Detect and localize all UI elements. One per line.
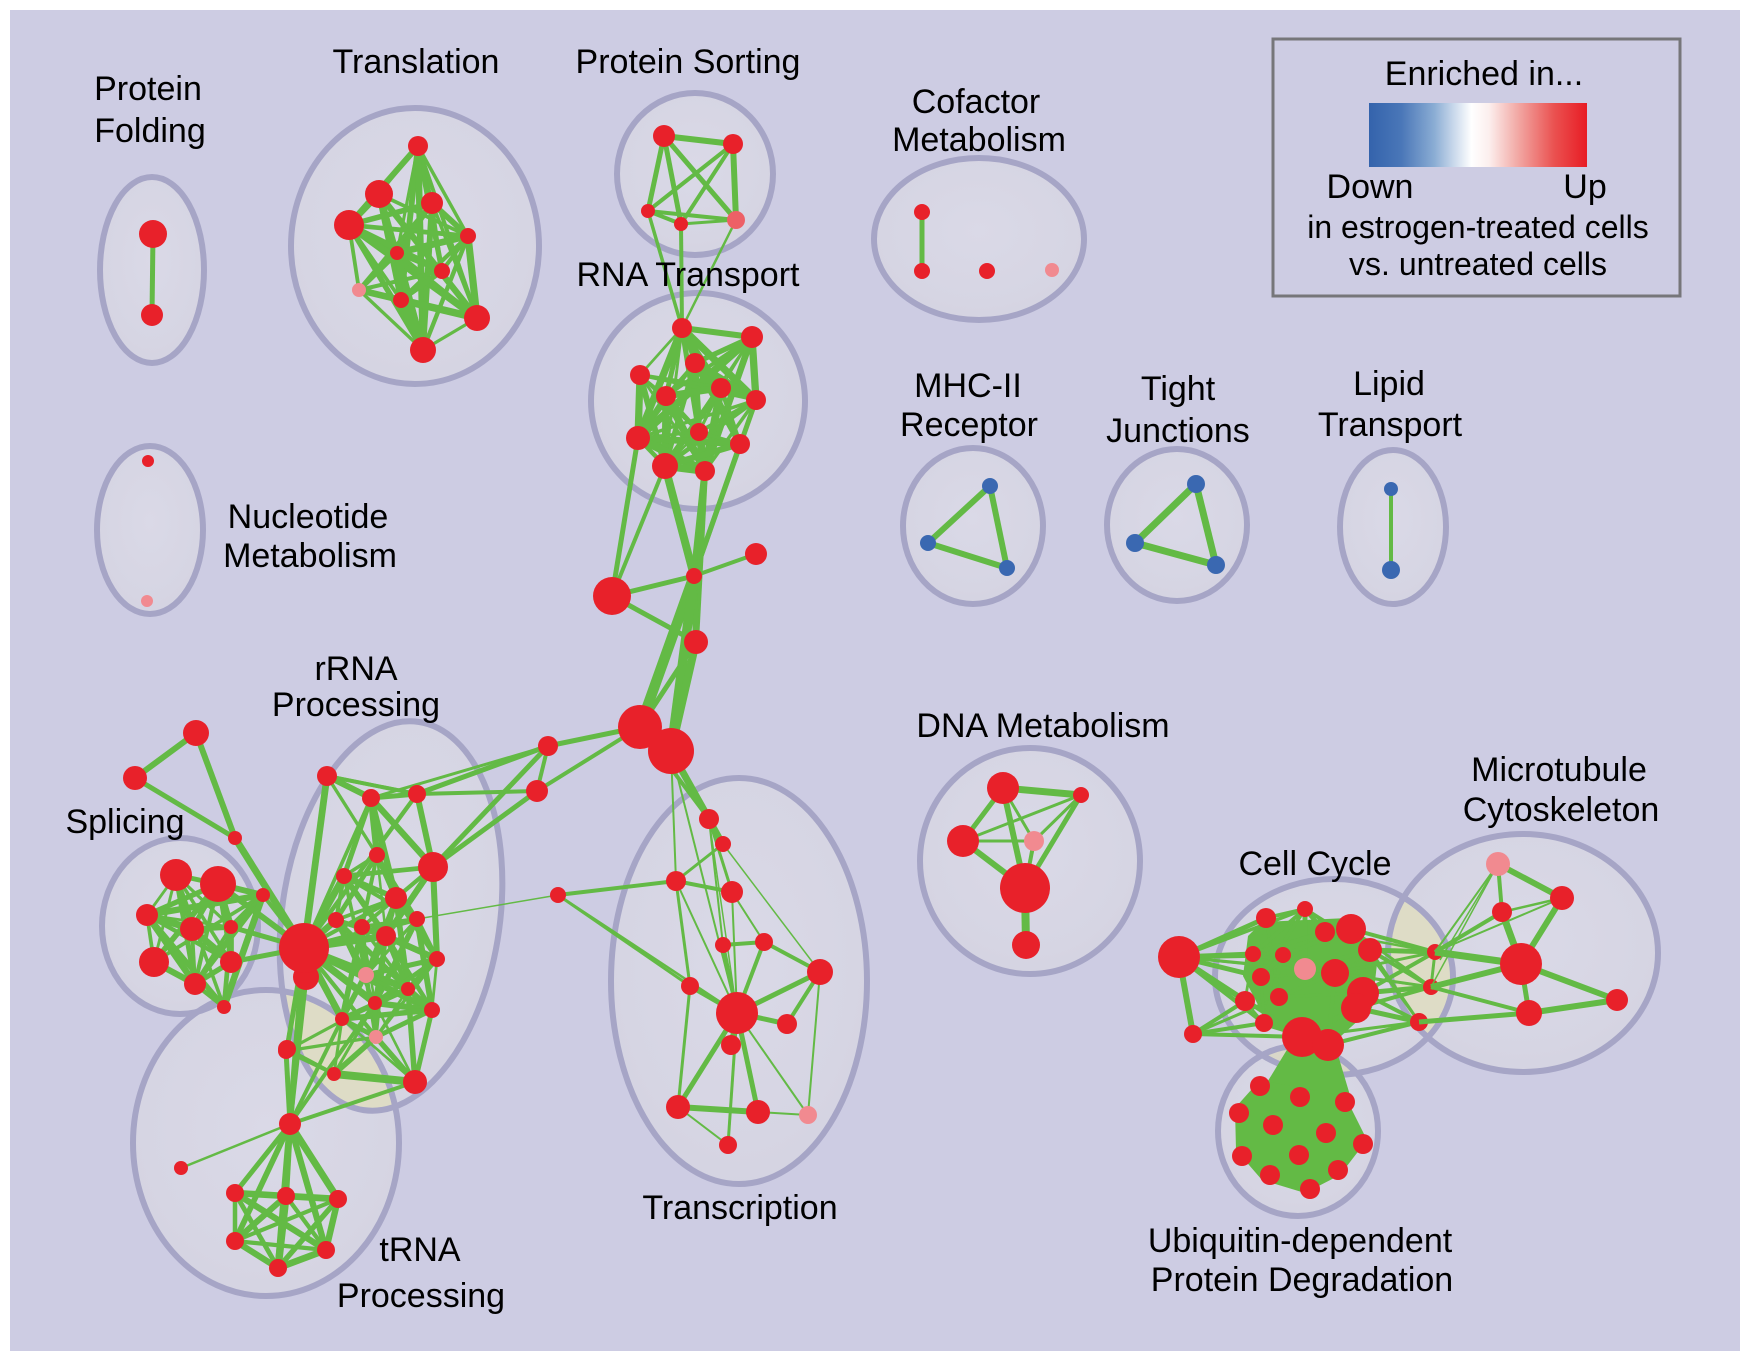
svg-text:Protein Degradation: Protein Degradation <box>1151 1261 1453 1299</box>
svg-text:Ubiquitin-dependent: Ubiquitin-dependent <box>1148 1222 1453 1260</box>
svg-text:vs. untreated cells: vs. untreated cells <box>1349 246 1607 282</box>
svg-text:Up: Up <box>1563 168 1606 206</box>
svg-text:Receptor: Receptor <box>900 406 1038 444</box>
svg-text:Tight: Tight <box>1141 370 1216 408</box>
svg-text:Nucleotide: Nucleotide <box>228 498 389 536</box>
svg-text:Processing: Processing <box>272 686 440 724</box>
svg-text:Metabolism: Metabolism <box>892 121 1066 159</box>
svg-text:in estrogen-treated cells: in estrogen-treated cells <box>1307 209 1649 245</box>
svg-text:Enriched in...: Enriched in... <box>1385 55 1583 93</box>
svg-text:Splicing: Splicing <box>65 803 184 841</box>
svg-text:tRNA: tRNA <box>379 1231 461 1269</box>
svg-text:Translation: Translation <box>333 43 500 81</box>
svg-text:Cofactor: Cofactor <box>912 83 1041 121</box>
svg-text:RNA Transport: RNA Transport <box>577 256 801 294</box>
svg-text:Folding: Folding <box>94 112 206 150</box>
svg-text:Junctions: Junctions <box>1106 412 1250 450</box>
svg-text:Protein: Protein <box>94 70 202 108</box>
svg-text:DNA Metabolism: DNA Metabolism <box>916 707 1169 745</box>
svg-text:rRNA: rRNA <box>314 650 397 688</box>
svg-text:Cell Cycle: Cell Cycle <box>1238 845 1391 883</box>
svg-text:Down: Down <box>1327 168 1414 206</box>
svg-text:MHC-II: MHC-II <box>914 367 1022 405</box>
svg-text:Microtubule: Microtubule <box>1471 751 1647 789</box>
svg-text:Transport: Transport <box>1318 406 1463 444</box>
svg-text:Metabolism: Metabolism <box>223 537 397 575</box>
svg-text:Transcription: Transcription <box>642 1189 837 1227</box>
svg-text:Processing: Processing <box>337 1277 505 1315</box>
svg-text:Cytoskeleton: Cytoskeleton <box>1463 791 1660 829</box>
svg-text:Lipid: Lipid <box>1353 365 1425 403</box>
svg-text:Protein Sorting: Protein Sorting <box>576 43 801 81</box>
